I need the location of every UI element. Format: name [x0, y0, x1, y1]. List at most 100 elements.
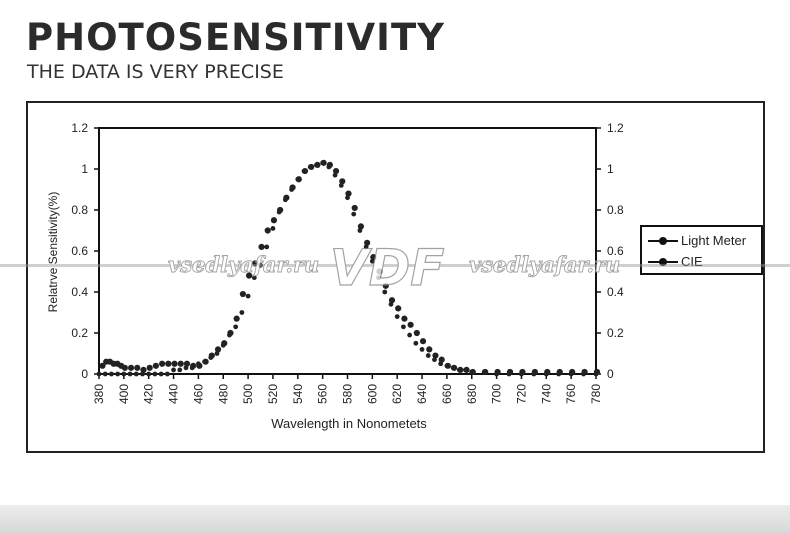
- light-meter-point: [308, 163, 315, 171]
- cie-point: [233, 324, 239, 330]
- light-meter-point: [364, 239, 371, 246]
- light-meter-point: [99, 362, 106, 369]
- x-tick-label: 380: [92, 384, 106, 404]
- light-meter-point: [314, 161, 321, 168]
- light-meter-point: [227, 329, 234, 337]
- x-tick-label: 740: [539, 384, 553, 404]
- light-meter-point: [295, 176, 302, 183]
- light-meter-point: [183, 360, 191, 367]
- light-meter-point: [214, 346, 222, 353]
- x-tick-label: 660: [440, 384, 454, 404]
- light-meter-point: [413, 329, 420, 337]
- y-tick-label-right: 0: [607, 367, 614, 381]
- legend-label-cie: CIE: [681, 254, 703, 269]
- x-tick-label: 760: [564, 384, 578, 404]
- cie-point: [158, 371, 164, 377]
- y-tick-label-right: 0.2: [607, 326, 624, 340]
- light-meter-point: [159, 360, 166, 367]
- x-tick-label: 400: [117, 384, 131, 404]
- cie-point: [382, 289, 388, 295]
- light-meter-point: [339, 178, 346, 185]
- x-tick-label: 540: [291, 384, 305, 404]
- light-meter-point: [382, 282, 389, 289]
- light-meter-point: [519, 368, 526, 376]
- light-meter-point: [593, 368, 601, 376]
- watermark-logo: VDF: [330, 239, 444, 297]
- x-tick-label: 480: [216, 384, 230, 404]
- cie-point: [164, 371, 170, 377]
- light-meter-point: [457, 366, 464, 373]
- y-tick-label-left: 0.8: [71, 203, 88, 217]
- legend-marker-cie: [659, 258, 667, 266]
- cie-point: [264, 244, 270, 250]
- x-ticks: 380 400 420 440 460 480 500 520 540 560 580 600 620 6…: [92, 374, 603, 404]
- cie-point: [171, 367, 176, 373]
- light-meter-point: [494, 368, 501, 376]
- cie-point: [376, 275, 381, 281]
- cie-point: [102, 371, 108, 377]
- light-meter-point: [438, 356, 445, 363]
- light-meter-point: [357, 223, 365, 230]
- light-meter-point: [370, 254, 377, 261]
- y-tick-label-left: 0.6: [71, 244, 88, 258]
- x-tick-label: 440: [167, 384, 181, 404]
- x-axis-label: Wavelength in Nonometets: [271, 416, 427, 431]
- cie-point: [425, 353, 431, 358]
- light-meter-point: [208, 352, 215, 359]
- page-subtitle: THE DATA IS VERY PRECISE: [27, 61, 284, 83]
- cie-point: [109, 371, 114, 377]
- light-meter-point: [190, 362, 197, 369]
- light-meter-point: [444, 362, 451, 369]
- x-tick-label: 560: [316, 384, 330, 404]
- light-meter-point: [345, 190, 352, 197]
- x-tick-label: 580: [341, 384, 355, 404]
- cie-point: [413, 340, 419, 346]
- x-tick-label: 460: [191, 384, 205, 404]
- cie-point: [146, 371, 152, 377]
- light-meter-point: [419, 338, 427, 345]
- light-meter-point: [469, 368, 476, 376]
- y-tick-label-left: 1.2: [71, 121, 88, 135]
- light-meter-point: [451, 364, 458, 371]
- light-meter-point: [221, 340, 228, 347]
- light-meter-point: [506, 368, 514, 376]
- y-tick-label-left: 0.4: [71, 285, 88, 299]
- light-meter-point: [351, 204, 358, 212]
- light-meter-point: [388, 297, 396, 304]
- light-meter-point: [277, 206, 284, 214]
- cie-point: [133, 371, 139, 377]
- y-tick-label-left: 0: [81, 367, 88, 381]
- cie-point: [121, 371, 127, 377]
- y-tick-label-right: 1.2: [607, 121, 624, 135]
- light-meter-point: [426, 346, 433, 353]
- light-meter-point: [258, 243, 265, 250]
- x-tick-label: 700: [490, 384, 504, 404]
- light-meter-point: [531, 368, 538, 376]
- cie-point: [258, 262, 263, 268]
- light-meter-point: [556, 368, 563, 376]
- cie-point: [419, 347, 425, 352]
- left-ticks: 0 0.2 0.4 0.6 0.8 1 1.2: [71, 121, 99, 381]
- light-meter-point: [165, 360, 172, 367]
- light-meter-point: [233, 315, 240, 322]
- cie-point: [401, 324, 406, 330]
- cie-point: [251, 275, 257, 281]
- legend-label-light-meter: Light Meter: [681, 233, 747, 248]
- legend: Light Meter CIE: [640, 225, 763, 275]
- light-meter-point: [407, 321, 414, 328]
- cie-point: [96, 371, 102, 377]
- light-meter-point: [432, 352, 439, 359]
- light-meter-point: [569, 368, 576, 376]
- cie-point: [351, 211, 357, 217]
- x-tick-label: 640: [415, 384, 429, 404]
- y-tick-label-right: 0.4: [607, 285, 624, 299]
- x-tick-label: 620: [390, 384, 404, 404]
- cie-point: [115, 371, 121, 377]
- light-meter-point: [202, 358, 209, 365]
- light-meter-point: [239, 290, 246, 298]
- light-meter-point: [332, 167, 340, 175]
- light-meter-point: [401, 315, 408, 322]
- light-meter-point: [152, 362, 160, 369]
- cie-point: [127, 371, 133, 377]
- cie-point: [152, 371, 158, 377]
